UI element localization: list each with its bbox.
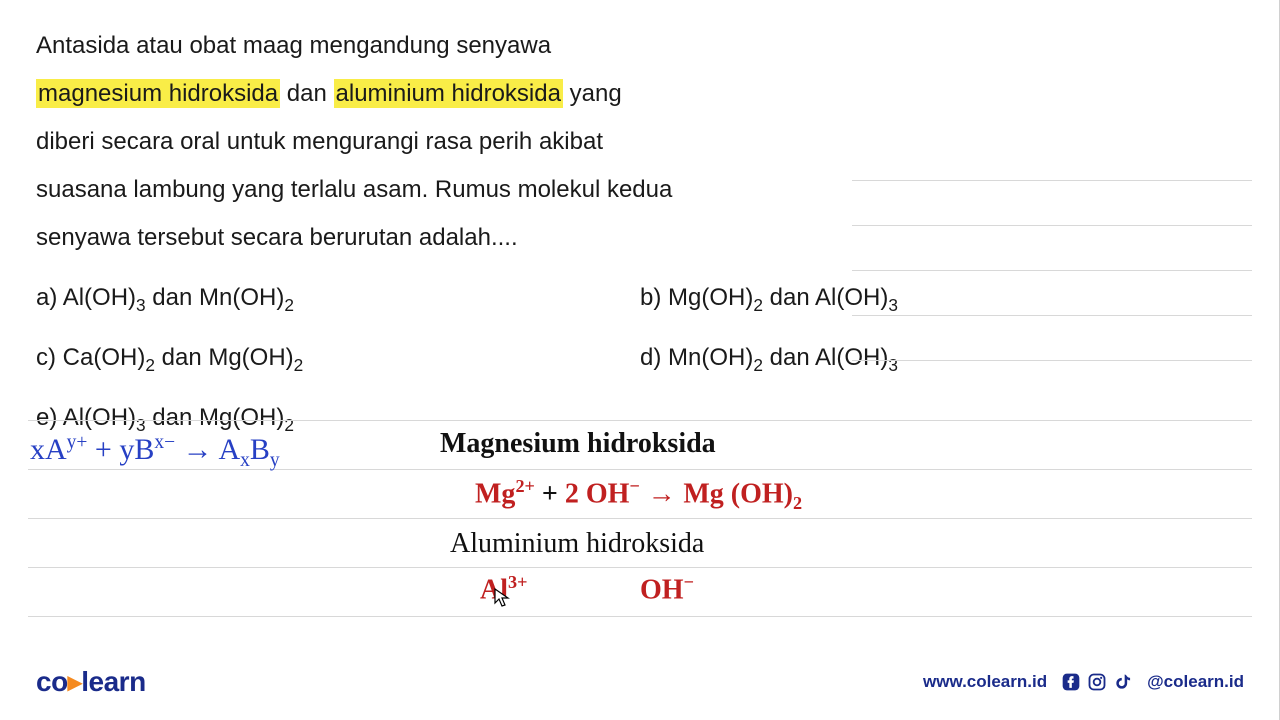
tiktok-icon (1113, 672, 1133, 692)
facebook-icon (1061, 672, 1081, 692)
option-c: c) Ca(OH)2 dan Mg(OH)2 (36, 344, 640, 376)
q-line-3: diberi secara oral untuk mengurangi rasa… (36, 128, 603, 155)
footer-right: www.colearn.id @colearn.id (923, 672, 1244, 692)
option-b: b) Mg(OH)2 dan Al(OH)3 (640, 284, 1244, 316)
logo-dot-icon: ▸ (68, 666, 82, 697)
footer: co▸learn www.colearn.id @colearn.id (36, 665, 1244, 698)
option-d: d) Mn(OH)2 dan Al(OH)3 (640, 344, 1244, 376)
brand-logo: co▸learn (36, 665, 146, 698)
handwriting-al-oh: OH− (640, 572, 694, 606)
handwriting-mg-equation: Mg2+ + 2 OH− → Mg (OH)2 (475, 476, 802, 514)
option-a: a) Al(OH)3 dan Mn(OH)2 (36, 284, 640, 316)
highlight-magnesium: magnesium hidroksida (36, 79, 280, 108)
highlight-aluminium: aluminium hidroksida (334, 79, 563, 108)
handwriting-al-title: Aluminium hidroksida (450, 528, 704, 560)
question-block: Antasida atau obat maag mengandung senya… (0, 0, 1280, 435)
q-line-2-after: yang (563, 80, 622, 107)
q-line-2-mid: dan (280, 80, 333, 107)
social-icons (1061, 672, 1133, 692)
instagram-icon (1087, 672, 1107, 692)
question-text: Antasida atau obat maag mengandung senya… (36, 22, 1244, 262)
q-line-1: Antasida atau obat maag mengandung senya… (36, 32, 551, 59)
options-grid: a) Al(OH)3 dan Mn(OH)2 b) Mg(OH)2 dan Al… (36, 284, 1244, 435)
footer-url: www.colearn.id (923, 672, 1047, 692)
handwriting-mg-title: Magnesium hidroksida (440, 428, 716, 460)
handwriting-rule-blue: xAy+ + yBx− → AxBy (30, 432, 280, 472)
handwriting-al-ion: Al3+ (480, 572, 527, 606)
footer-handle: @colearn.id (1147, 672, 1244, 692)
q-line-4: suasana lambung yang terlalu asam. Rumus… (36, 176, 672, 203)
q-line-5: senyawa tersebut secara berurutan adalah… (36, 224, 518, 251)
